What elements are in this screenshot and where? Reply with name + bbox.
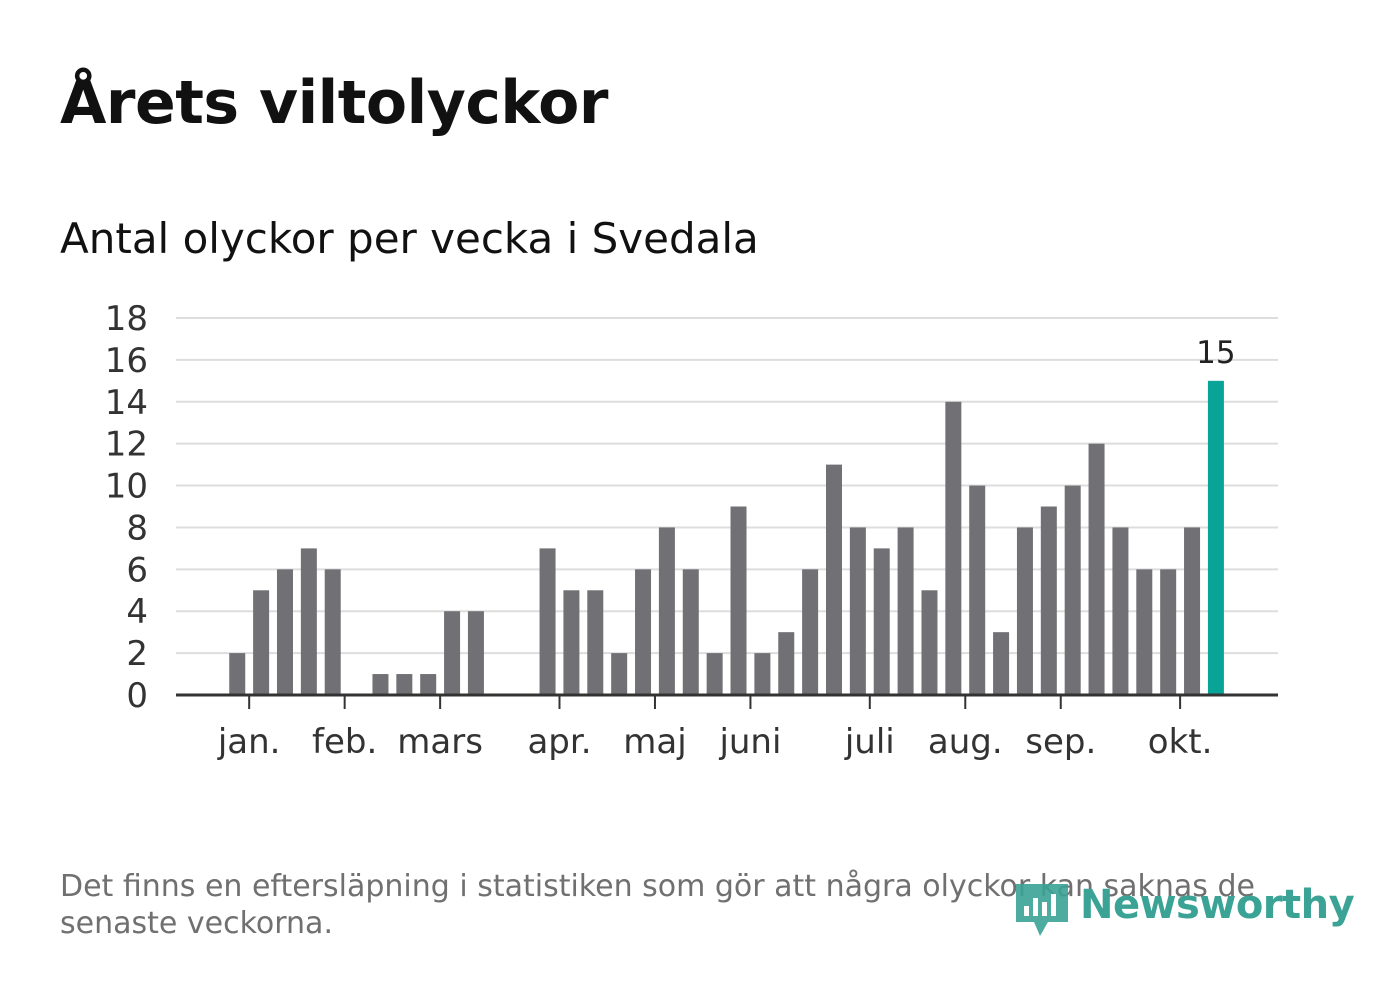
bar-week-23	[706, 653, 723, 695]
chart-title: Årets viltolyckor	[60, 68, 609, 138]
bar-week-21	[658, 527, 675, 695]
month-label-jan.: jan.	[217, 722, 281, 762]
month-label-okt.: okt.	[1148, 722, 1213, 762]
bar-week-43	[1184, 527, 1201, 695]
bar-week-40	[1112, 527, 1129, 695]
y-tick-label-0: 0	[126, 676, 148, 716]
month-label-juli: juli	[844, 722, 895, 762]
bar-week-12	[444, 611, 461, 695]
bar-week-10	[396, 674, 413, 695]
bar-week-3	[229, 653, 246, 695]
bar-week-41	[1136, 569, 1153, 695]
bars	[229, 380, 1224, 695]
month-labels: jan. feb. mars apr. maj juni juli aug. sep. okt.	[217, 695, 1213, 762]
bar-week-33	[945, 401, 962, 695]
bar-week-28	[825, 464, 842, 695]
y-tick-label-14: 14	[105, 383, 148, 423]
bar-week-7	[324, 569, 341, 695]
month-label-aug.: aug.	[928, 722, 1003, 762]
y-tick-label-18: 18	[105, 299, 148, 339]
bar-week-11	[420, 674, 437, 695]
y-tick-label-2: 2	[126, 634, 148, 674]
bar-week-38	[1064, 485, 1081, 695]
bar-week-25	[754, 653, 771, 695]
bar-week-27	[802, 569, 819, 695]
bar-week-19	[611, 653, 628, 695]
bar-week-5	[276, 569, 293, 695]
bar-week-13	[467, 611, 484, 695]
month-label-sep.: sep.	[1025, 722, 1096, 762]
bar-highlight-week-44	[1207, 380, 1224, 695]
y-tick-label-10: 10	[105, 467, 148, 507]
bar-week-32	[921, 590, 938, 695]
bar-week-37	[1040, 506, 1057, 695]
bar-week-6	[300, 548, 317, 695]
bar-week-30	[873, 548, 890, 695]
month-label-maj: maj	[623, 722, 686, 762]
month-label-juni: juni	[718, 722, 781, 762]
bar-week-24	[730, 506, 747, 695]
y-tick-label-8: 8	[126, 508, 148, 548]
month-label-apr.: apr.	[527, 722, 591, 762]
highlight-value-label: 15	[1196, 335, 1235, 371]
month-label-mars: mars	[397, 722, 483, 762]
value-labels: 15	[1196, 335, 1235, 371]
newsworthy-logo[interactable]: Newsworthy	[1012, 878, 1355, 940]
newsworthy-logo-text: Newsworthy	[1080, 882, 1355, 928]
chart-subtitle: Antal olyckor per vecka i Svedala	[60, 214, 759, 263]
bar-week-39	[1088, 443, 1105, 695]
y-tick-label-12: 12	[105, 425, 148, 465]
y-tick-label-16: 16	[105, 341, 148, 381]
bar-week-17	[563, 590, 580, 695]
bar-week-20	[635, 569, 652, 695]
bar-week-16	[539, 548, 556, 695]
newsworthy-logo-icon	[1016, 884, 1068, 936]
bar-week-29	[849, 527, 866, 695]
bar-week-31	[897, 527, 914, 695]
y-tick-label-4: 4	[126, 592, 148, 632]
y-tick-label-6: 6	[126, 550, 148, 590]
bar-week-35	[993, 632, 1010, 695]
bar-week-9	[372, 674, 389, 695]
bar-week-18	[587, 590, 604, 695]
bar-week-34	[969, 485, 986, 695]
bar-week-42	[1160, 569, 1177, 695]
bar-week-36	[1016, 527, 1033, 695]
month-label-feb.: feb.	[312, 722, 377, 762]
bar-week-4	[253, 590, 270, 695]
bar-week-26	[778, 632, 795, 695]
bar-week-22	[682, 569, 699, 695]
